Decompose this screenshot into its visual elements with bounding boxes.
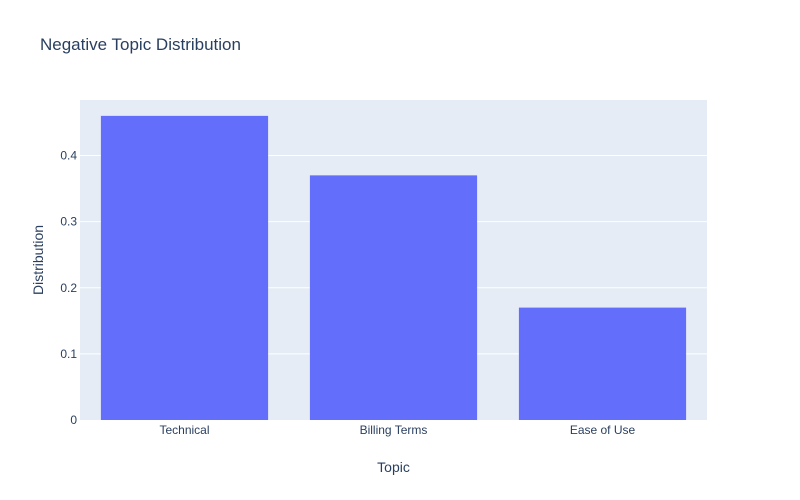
x-tick-label-2: Ease of Use xyxy=(570,423,636,437)
x-tick-label-0: Technical xyxy=(159,423,209,437)
bar-0[interactable] xyxy=(100,115,269,420)
y-axis-title: Distribution xyxy=(30,225,46,295)
y-tick-label-3: 0.3 xyxy=(60,215,77,229)
bar-2[interactable] xyxy=(518,307,687,420)
x-axis-title: Topic xyxy=(377,459,410,475)
x-tick-label-1: Billing Terms xyxy=(360,423,428,437)
bars xyxy=(100,115,687,420)
y-tick-label-1: 0.1 xyxy=(60,347,77,361)
x-axis-ticks: Technical Billing Terms Ease of Use xyxy=(159,423,635,437)
y-tick-label-4: 0.4 xyxy=(60,149,77,163)
y-tick-label-2: 0.2 xyxy=(60,281,77,295)
y-tick-label-0: 0 xyxy=(70,413,77,427)
y-axis-ticks: 0 0.1 0.2 0.3 0.4 xyxy=(60,149,77,427)
chart-title: Negative Topic Distribution xyxy=(40,35,241,54)
bar-1[interactable] xyxy=(309,175,478,420)
